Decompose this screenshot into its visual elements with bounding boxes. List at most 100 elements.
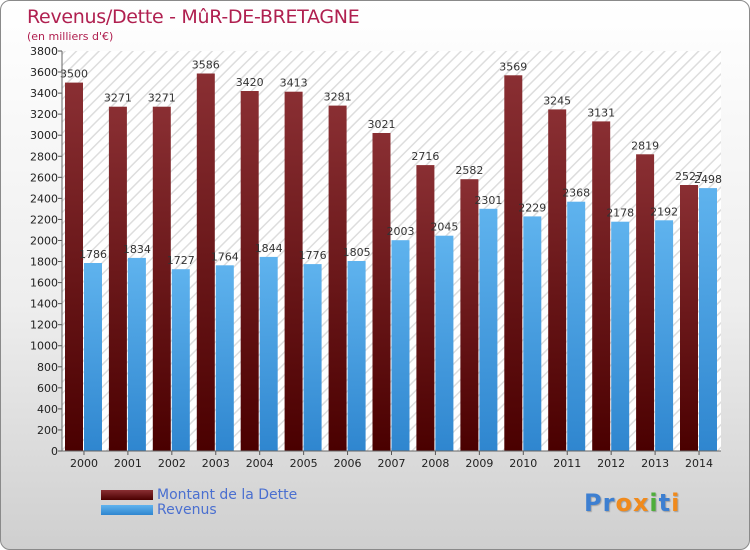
- value-label-dette-2004: 3420: [236, 76, 264, 89]
- value-label-dette-2011: 3245: [543, 94, 571, 107]
- bar-revenus-2006: [347, 261, 366, 451]
- value-label-revenus-2010: 2229: [518, 201, 546, 214]
- y-tick-label-2400: 2400: [30, 192, 58, 205]
- y-tick-label-1600: 1600: [30, 277, 58, 290]
- value-label-revenus-2004: 1844: [255, 242, 283, 255]
- legend-swatch-dette: [101, 490, 153, 500]
- y-tick-label-2200: 2200: [30, 213, 58, 226]
- legend-label-revenus: Revenus: [157, 502, 217, 518]
- bar-dette-2014: [680, 185, 698, 451]
- value-label-revenus-2009: 2301: [474, 194, 502, 207]
- value-label-dette-2001: 3271: [104, 92, 132, 105]
- y-tick-label-2000: 2000: [30, 234, 58, 247]
- y-tick-label-1800: 1800: [30, 256, 58, 269]
- y-tick-label-0: 0: [51, 445, 58, 458]
- value-label-dette-2003: 3586: [192, 59, 220, 72]
- value-label-revenus-2005: 1776: [299, 249, 327, 262]
- value-label-dette-2006: 3281: [324, 91, 352, 104]
- x-tick-label-2010: 2010: [509, 457, 537, 470]
- bar-revenus-2005: [303, 264, 322, 451]
- legend-label-dette: Montant de la Dette: [157, 487, 298, 503]
- chart-title: Revenus/Dette - MûR-DE-BRETAGNE: [27, 6, 360, 28]
- proxiti-logo: Proxiti: [584, 489, 681, 517]
- value-label-revenus-2006: 1805: [343, 246, 371, 259]
- y-tick-label-2600: 2600: [30, 171, 58, 184]
- bar-revenus-2004: [259, 256, 278, 451]
- y-tick-label-600: 600: [37, 382, 58, 395]
- y-tick-label-3800: 3800: [30, 45, 58, 58]
- bar-revenus-2013: [655, 220, 674, 451]
- bar-revenus-2001: [127, 257, 146, 451]
- value-label-dette-2009: 2582: [455, 164, 483, 177]
- bar-dette-2003: [196, 73, 215, 451]
- x-tick-label-2007: 2007: [378, 457, 406, 470]
- value-label-dette-2010: 3569: [499, 60, 527, 73]
- bar-dette-2006: [328, 105, 347, 451]
- y-tick-label-3400: 3400: [30, 87, 58, 100]
- x-tick-label-2002: 2002: [158, 457, 186, 470]
- bar-dette-2008: [416, 165, 435, 451]
- x-tick-label-2000: 2000: [70, 457, 98, 470]
- y-tick-label-3600: 3600: [30, 66, 58, 79]
- chart-subtitle: (en milliers d'€): [27, 30, 114, 43]
- bar-dette-2010: [504, 75, 523, 452]
- bar-dette-2001: [108, 106, 127, 451]
- value-label-dette-2008: 2716: [411, 150, 439, 163]
- y-tick-label-1200: 1200: [30, 319, 58, 332]
- y-tick-label-2800: 2800: [30, 150, 58, 163]
- bar-revenus-2009: [479, 208, 498, 451]
- bar-dette-2005: [284, 91, 303, 451]
- value-label-dette-2013: 2819: [631, 139, 659, 152]
- x-tick-label-2012: 2012: [597, 457, 625, 470]
- value-label-dette-2014: 2527: [675, 170, 703, 183]
- bar-dette-2013: [636, 154, 655, 452]
- y-tick-label-1400: 1400: [30, 298, 58, 311]
- x-tick-label-2001: 2001: [114, 457, 142, 470]
- x-tick-label-2014: 2014: [685, 457, 713, 470]
- value-label-dette-2005: 3413: [280, 77, 308, 90]
- bar-revenus-2007: [391, 240, 410, 451]
- value-label-revenus-2013: 2192: [650, 205, 678, 218]
- bar-revenus-2012: [611, 221, 630, 451]
- bar-revenus-2010: [523, 216, 542, 451]
- bar-dette-2004: [240, 91, 259, 451]
- bar-dette-2000: [65, 82, 83, 451]
- value-label-revenus-2000: 1786: [79, 248, 107, 261]
- bar-revenus-2014: [699, 188, 717, 451]
- bar-dette-2012: [592, 121, 611, 452]
- x-tick-label-2006: 2006: [334, 457, 362, 470]
- value-label-revenus-2002: 1727: [167, 254, 195, 267]
- x-tick-label-2013: 2013: [641, 457, 669, 470]
- value-label-dette-2007: 3021: [368, 118, 396, 131]
- value-label-revenus-2014: 2498: [694, 173, 722, 186]
- bar-revenus-2000: [84, 263, 102, 451]
- value-label-revenus-2007: 2003: [387, 225, 415, 238]
- value-label-revenus-2008: 2045: [430, 221, 458, 234]
- x-tick-label-2004: 2004: [246, 457, 274, 470]
- bar-dette-2007: [372, 133, 391, 451]
- value-label-dette-2002: 3271: [148, 92, 176, 105]
- bar-dette-2002: [152, 106, 171, 451]
- bar-revenus-2003: [215, 265, 234, 451]
- y-tick-label-3000: 3000: [30, 129, 58, 142]
- y-tick-label-1000: 1000: [30, 340, 58, 353]
- x-tick-label-2005: 2005: [290, 457, 318, 470]
- value-label-dette-2012: 3131: [587, 106, 615, 119]
- bar-dette-2009: [460, 179, 479, 451]
- x-tick-label-2009: 2009: [465, 457, 493, 470]
- value-label-revenus-2001: 1834: [123, 243, 151, 256]
- bar-revenus-2002: [171, 269, 190, 451]
- value-label-revenus-2011: 2368: [562, 187, 590, 200]
- bar-revenus-2008: [435, 235, 454, 451]
- y-tick-label-3200: 3200: [30, 108, 58, 121]
- x-tick-label-2008: 2008: [421, 457, 449, 470]
- y-tick-label-800: 800: [37, 361, 58, 374]
- x-tick-label-2011: 2011: [553, 457, 581, 470]
- value-label-revenus-2003: 1764: [211, 250, 239, 263]
- bar-dette-2011: [548, 109, 567, 452]
- value-label-dette-2000: 3500: [60, 68, 88, 81]
- y-tick-label-400: 400: [37, 403, 58, 416]
- x-tick-label-2003: 2003: [202, 457, 230, 470]
